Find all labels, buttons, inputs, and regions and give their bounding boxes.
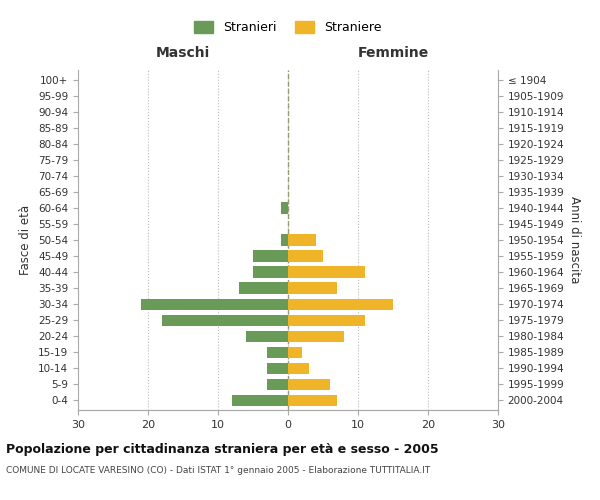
Text: Popolazione per cittadinanza straniera per età e sesso - 2005: Popolazione per cittadinanza straniera p… (6, 442, 439, 456)
Bar (288, 395, 337, 406)
Bar (288, 266, 365, 278)
Bar (288, 234, 316, 246)
Bar (141, 298, 288, 310)
Bar (246, 330, 288, 342)
Y-axis label: Fasce di età: Fasce di età (19, 205, 32, 275)
Text: Femmine: Femmine (358, 46, 428, 60)
Bar (288, 362, 309, 374)
Bar (267, 378, 288, 390)
Bar (239, 282, 288, 294)
Bar (281, 234, 288, 246)
Bar (267, 362, 288, 374)
Bar (288, 298, 393, 310)
Bar (253, 250, 288, 262)
Bar (288, 378, 330, 390)
Y-axis label: Anni di nascita: Anni di nascita (568, 196, 581, 284)
Bar (253, 266, 288, 278)
Bar (232, 395, 288, 406)
Bar (288, 250, 323, 262)
Legend: Stranieri, Straniere: Stranieri, Straniere (190, 16, 386, 40)
Bar (288, 314, 365, 326)
Bar (281, 202, 288, 213)
Text: COMUNE DI LOCATE VARESINO (CO) - Dati ISTAT 1° gennaio 2005 - Elaborazione TUTTI: COMUNE DI LOCATE VARESINO (CO) - Dati IS… (6, 466, 430, 475)
Bar (288, 346, 302, 358)
Bar (288, 282, 337, 294)
Bar (267, 346, 288, 358)
Bar (162, 314, 288, 326)
Text: Maschi: Maschi (156, 46, 210, 60)
Bar (288, 330, 344, 342)
